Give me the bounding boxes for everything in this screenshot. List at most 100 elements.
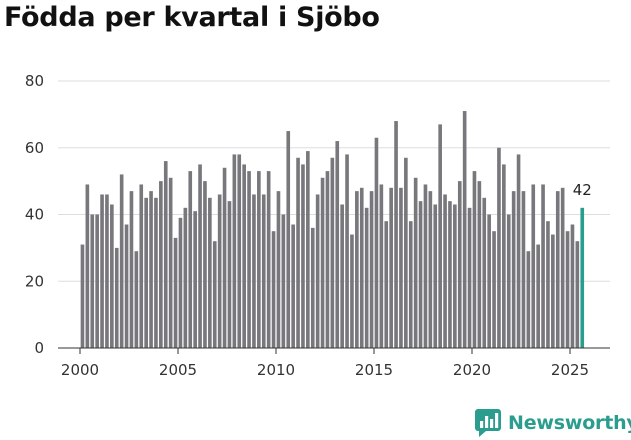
x-tick-label: 2025	[551, 361, 589, 379]
bar	[252, 194, 256, 348]
bar	[80, 244, 85, 348]
bar	[570, 224, 575, 348]
y-tick-label: 40	[25, 206, 44, 224]
bar	[531, 184, 536, 348]
bar	[178, 217, 183, 348]
bar	[560, 187, 565, 348]
bar	[129, 191, 134, 348]
bar	[105, 194, 109, 348]
bar	[335, 141, 340, 348]
y-tick-label: 80	[25, 72, 44, 90]
bar	[247, 171, 251, 348]
bar	[457, 181, 462, 349]
bar	[315, 194, 320, 348]
bar	[521, 191, 526, 348]
bar	[266, 171, 271, 348]
bar	[188, 171, 193, 348]
bar	[159, 181, 163, 349]
bar-latest	[580, 207, 585, 348]
bar	[208, 197, 212, 348]
y-tick-label: 0	[34, 339, 44, 357]
bar	[217, 194, 222, 348]
bar	[345, 154, 349, 348]
bar	[301, 164, 305, 348]
bar	[306, 151, 310, 348]
bar	[114, 247, 119, 349]
x-tick-label: 2020	[453, 361, 491, 379]
bar	[492, 231, 496, 348]
bar	[575, 241, 580, 348]
bar	[551, 234, 555, 348]
bar	[359, 187, 364, 348]
chart-title: Födda per kvartal i Sjöbo	[4, 2, 380, 33]
bar	[310, 227, 315, 348]
bar	[472, 171, 477, 348]
bar	[389, 187, 393, 348]
bar	[271, 231, 276, 348]
bar	[418, 201, 423, 348]
bar	[394, 121, 398, 348]
bar	[110, 204, 114, 348]
bar	[168, 177, 173, 348]
x-tick-label: 2005	[159, 361, 197, 379]
bar	[227, 201, 232, 348]
bar-chart-bubble-icon	[475, 409, 501, 437]
bar	[222, 167, 227, 348]
bar	[232, 154, 237, 348]
bar	[296, 157, 300, 348]
bar	[462, 111, 467, 348]
bar	[555, 191, 560, 348]
bar	[139, 184, 144, 348]
bar	[355, 191, 359, 348]
bar	[203, 181, 207, 349]
bar	[502, 164, 506, 348]
bar	[320, 177, 325, 348]
bar	[497, 147, 501, 348]
bar	[100, 194, 104, 348]
bar	[467, 207, 472, 348]
bar	[261, 194, 266, 348]
y-tick-label: 20	[25, 272, 44, 290]
bar	[526, 251, 531, 348]
bar	[438, 124, 442, 348]
bar	[144, 197, 148, 348]
bar	[350, 234, 354, 348]
bar	[276, 191, 281, 348]
bar	[330, 157, 335, 348]
brand-logo: Newsworthy	[474, 406, 631, 440]
bar	[433, 204, 438, 348]
bar	[183, 207, 188, 348]
x-tick-label: 2000	[61, 361, 99, 379]
bar	[237, 154, 242, 348]
bar	[516, 154, 521, 348]
bar	[448, 201, 452, 348]
bar	[423, 184, 428, 348]
bar	[242, 164, 246, 348]
bar	[487, 214, 491, 348]
bar	[85, 184, 90, 348]
bar	[257, 171, 261, 348]
data-labels: 42	[573, 181, 592, 199]
bar	[374, 137, 379, 348]
bar	[364, 207, 369, 348]
bar	[119, 174, 124, 348]
bar	[124, 224, 129, 348]
bar	[404, 157, 408, 348]
bar	[511, 191, 516, 348]
bar	[340, 204, 344, 348]
bar	[506, 214, 511, 348]
bar	[482, 197, 487, 348]
bar	[443, 194, 447, 348]
x-tick-label: 2010	[257, 361, 295, 379]
bar	[399, 187, 403, 348]
bar	[536, 244, 540, 348]
bar	[90, 214, 95, 348]
bar	[379, 184, 384, 348]
bar	[408, 221, 413, 348]
bar	[286, 131, 291, 348]
bar	[154, 197, 158, 348]
bar	[149, 191, 153, 348]
bar	[173, 237, 178, 348]
bar	[134, 251, 139, 348]
bar	[281, 214, 286, 348]
